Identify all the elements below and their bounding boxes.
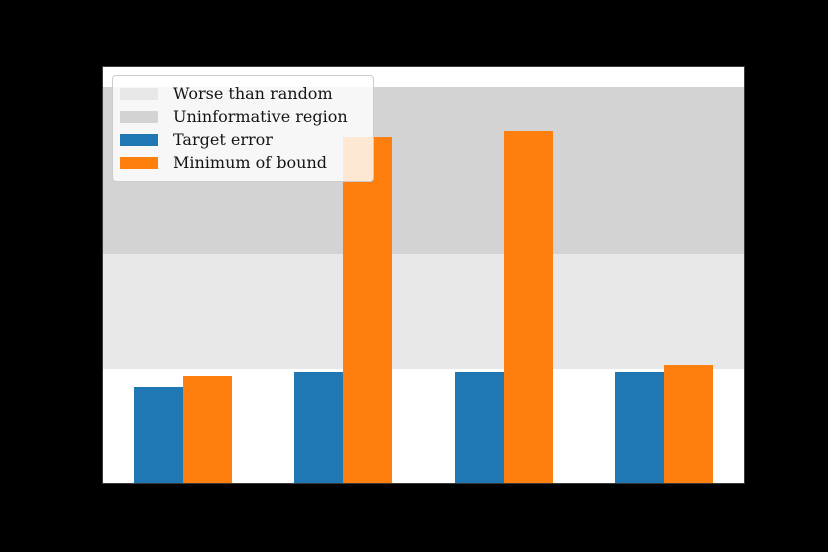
bar-target-error-group-1 <box>134 387 184 483</box>
legend-swatch-target-error <box>120 134 158 147</box>
bar-target-error-group-2 <box>294 371 344 483</box>
legend-row-target-error: Target error <box>120 132 363 148</box>
plot-area: Worse than random Uninformative region Tar… <box>102 66 745 484</box>
bar-target-error-group-3 <box>454 371 504 483</box>
legend-label-minimum-of-bound: Minimum of bound <box>173 153 328 173</box>
legend-swatch-worse-than-random <box>120 87 158 100</box>
legend-label-uninformative-region: Uninformative region <box>173 106 348 126</box>
legend-row-worse-than-random: Worse than random <box>120 83 363 103</box>
bar-minimum-of-bound-group-3 <box>503 131 553 483</box>
bar-target-error-group-4 <box>614 371 664 483</box>
region-worse-than-random <box>103 254 744 369</box>
bar-minimum-of-bound-group-2 <box>343 136 393 483</box>
bar-minimum-of-bound-group-1 <box>183 376 233 483</box>
legend-label-target-error: Target error <box>173 130 273 150</box>
legend-swatch-minimum-of-bound <box>120 157 158 170</box>
legend-row-minimum-of-bound: Minimum of bound <box>120 155 363 171</box>
legend-row-uninformative-region: Uninformative region <box>120 106 363 126</box>
legend-label-worse-than-random: Worse than random <box>173 83 333 103</box>
legend-swatch-uninformative-region <box>120 110 158 123</box>
bar-minimum-of-bound-group-4 <box>663 365 713 483</box>
legend: Worse than random Uninformative region Tar… <box>112 75 374 182</box>
